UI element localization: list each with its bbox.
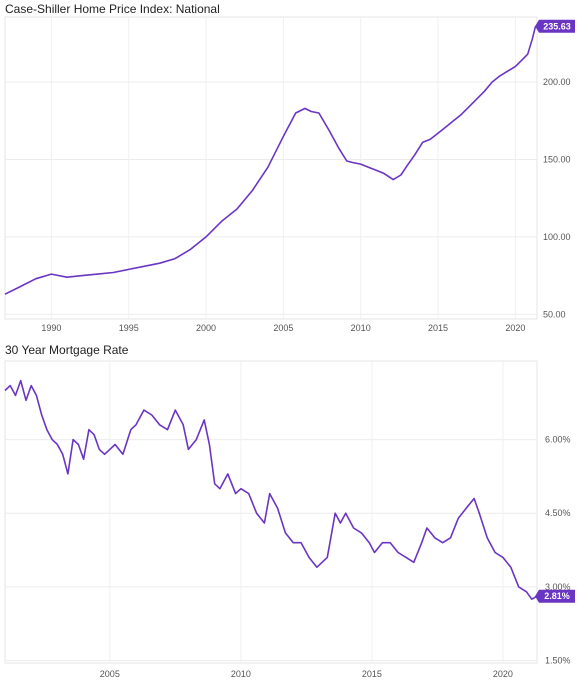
last-value-label: 235.63 (543, 21, 571, 31)
x-tick-label: 1995 (119, 323, 139, 333)
last-value-badge (535, 589, 575, 603)
chart-title: 30 Year Mortgage Rate (5, 343, 129, 357)
y-tick-label: 100.00 (543, 232, 571, 242)
series-line (4, 379, 538, 601)
x-tick-label: 2000 (196, 323, 216, 333)
series-line (4, 26, 537, 295)
y-tick-label: 4.50% (545, 508, 571, 518)
mortgage-rate-chart-panel: 30 Year Mortgage Rate 1.50% 3.00% 4.50% 6.0… (0, 341, 579, 683)
chart-title: Case-Shiller Home Price Index: National (5, 2, 220, 16)
last-value-label: 2.81% (544, 591, 570, 601)
x-tick-label: 1990 (41, 323, 61, 333)
plot-frame (4, 16, 538, 320)
x-tick-label: 2020 (505, 323, 525, 333)
x-tick-label: 2015 (428, 323, 448, 333)
plot-frame (4, 360, 538, 664)
home-price-chart-panel: Case-Shiller Home Price Index: National … (0, 0, 579, 340)
mortgage-rate-chart: 1.50% 3.00% 4.50% 6.00% 2005 2010 2015 2020 2.81… (4, 360, 575, 679)
y-tick-label: 1.50% (545, 656, 571, 666)
x-tick-label: 2020 (493, 669, 513, 679)
last-value-badge (535, 19, 575, 33)
y-tick-label: 150.00 (543, 154, 571, 164)
y-tick-label: 200.00 (543, 77, 571, 87)
x-tick-label: 2010 (351, 323, 371, 333)
y-tick-label: 50.00 (543, 309, 566, 319)
x-tick-label: 2005 (273, 323, 293, 333)
x-tick-label: 2010 (231, 669, 251, 679)
home-price-chart: 50.00 100.00 150.00 200.00 1990 1995 2000 2005 2… (4, 16, 575, 333)
y-tick-label: 6.00% (545, 435, 571, 445)
x-tick-label: 2005 (100, 669, 120, 679)
x-tick-label: 2015 (362, 669, 382, 679)
y-tick-label: 3.00% (545, 582, 571, 592)
